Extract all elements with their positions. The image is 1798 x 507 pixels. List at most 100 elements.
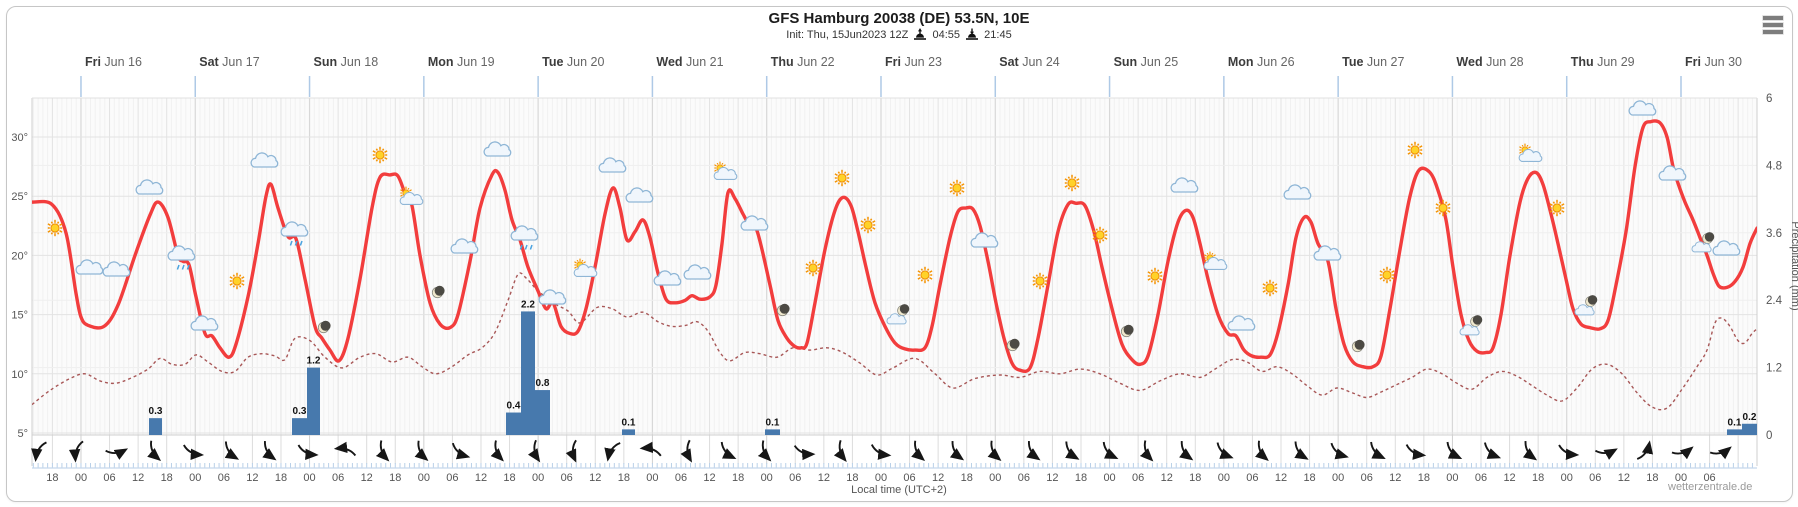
wind-arrow [375, 440, 390, 462]
sun-ray [1064, 178, 1068, 182]
sun-ray [1204, 254, 1207, 257]
sun-shape [1092, 226, 1108, 244]
sun-ray [1265, 292, 1269, 295]
cloud-shape [538, 289, 567, 305]
time-tick-label: 00 [989, 472, 1001, 484]
sun-ray [1092, 236, 1096, 240]
sun-ray [1156, 269, 1160, 272]
sun-ray [1438, 212, 1442, 215]
wind-arrow [1594, 448, 1618, 460]
sun-ray [917, 276, 921, 280]
sun-ray [384, 156, 388, 160]
sun-core [1265, 283, 1275, 293]
wind-arrow [333, 441, 357, 457]
sun-ray [952, 192, 956, 195]
precip-bar-label: 0.1 [766, 417, 780, 428]
sun-ray [1447, 209, 1451, 213]
wind-arrow-shaft [1558, 444, 1580, 461]
cloud-shape [598, 157, 627, 173]
sun-ray [1558, 201, 1562, 204]
suncloud-icon [573, 258, 598, 277]
day-label: Mon Jun 19 [428, 55, 495, 69]
sun-icon [1407, 141, 1423, 159]
time-tick-label: 00 [303, 472, 315, 484]
rain-drop [524, 244, 528, 250]
time-tick-label: 12 [703, 472, 715, 484]
precip-tick-label: 1.2 [1766, 363, 1782, 375]
moon-shape [431, 285, 445, 299]
cloud-icon [250, 152, 279, 168]
temp-tick-label: 15° [11, 310, 28, 322]
time-tick-label: 18 [846, 472, 858, 484]
mooncloud-icon [1574, 295, 1598, 316]
sun-ray [576, 259, 579, 262]
sun-ray [238, 285, 242, 288]
sun-ray [372, 150, 376, 154]
wind-arrow-shaft [1636, 440, 1654, 460]
sun-ray [1073, 187, 1077, 190]
sun-ray [59, 229, 63, 233]
cloud-shape [1313, 245, 1342, 261]
precip-bar-label: 0.4 [507, 401, 521, 412]
sun-ray [1204, 259, 1207, 262]
sun-ray [50, 232, 54, 235]
wind-arrow [1370, 441, 1386, 460]
time-tick-label: 18 [1646, 472, 1658, 484]
sun-ray [50, 221, 54, 224]
sun-shape [1064, 174, 1080, 192]
sun-ray [381, 148, 385, 151]
time-tick-label: 18 [46, 472, 58, 484]
rain-drop [176, 264, 180, 270]
cloud-shape [1227, 315, 1256, 331]
wind-arrow [1179, 441, 1194, 461]
day-label: Tue Jun 27 [1342, 55, 1404, 69]
time-tick-label: 12 [589, 472, 601, 484]
cloud-shape [450, 238, 479, 254]
time-tick-label: 06 [1018, 472, 1030, 484]
sun-ray [1526, 144, 1529, 147]
wind-arrow-shaft [1522, 441, 1538, 461]
sun-ray [1274, 289, 1278, 293]
sun-shape [1032, 272, 1048, 290]
sun-ray [1035, 285, 1039, 288]
wind-arrow-shaft [870, 444, 892, 460]
sun-ray [1211, 252, 1214, 255]
suncloud-icon [1203, 251, 1228, 270]
sun-ray [1438, 201, 1442, 204]
wind-arrows-layer [31, 439, 1732, 463]
cloud-shape [625, 187, 654, 203]
cloud-icon [970, 232, 999, 248]
sun-icon [834, 169, 850, 187]
hamburger-menu-icon[interactable] [1762, 14, 1788, 36]
wind-arrow-shaft [793, 445, 816, 461]
sun-core [952, 183, 962, 193]
sun-shape [229, 272, 245, 290]
sun-ray [1041, 274, 1045, 277]
wind-arrow-shaft [375, 440, 390, 462]
sun-ray [1271, 281, 1275, 284]
sun-icon [47, 219, 63, 237]
sun-ray [583, 261, 586, 264]
sun-ray [1067, 187, 1071, 190]
moon-dark [899, 304, 910, 314]
sun-ray [723, 164, 726, 167]
time-tick-label: 12 [932, 472, 944, 484]
wind-arrow [183, 444, 205, 461]
sun-ray [929, 276, 933, 280]
sun-ray [232, 285, 236, 288]
precip-tick-label: 6 [1766, 93, 1772, 105]
moon-shape [1120, 324, 1134, 338]
sun-ray [1101, 239, 1105, 242]
sun-ray [1388, 268, 1392, 271]
wind-arrow-shaft [1484, 442, 1502, 459]
wind-arrow-shaft [680, 439, 692, 463]
time-tick-label: 00 [1446, 472, 1458, 484]
sun-icon [860, 216, 876, 234]
sun-ray [872, 220, 876, 224]
rain-drop [181, 264, 185, 270]
sun-ray [926, 268, 930, 271]
sun-ray [863, 229, 867, 232]
hamburger-bar [1762, 29, 1784, 35]
wind-arrow [1102, 441, 1119, 460]
sun-icon [1435, 199, 1451, 217]
